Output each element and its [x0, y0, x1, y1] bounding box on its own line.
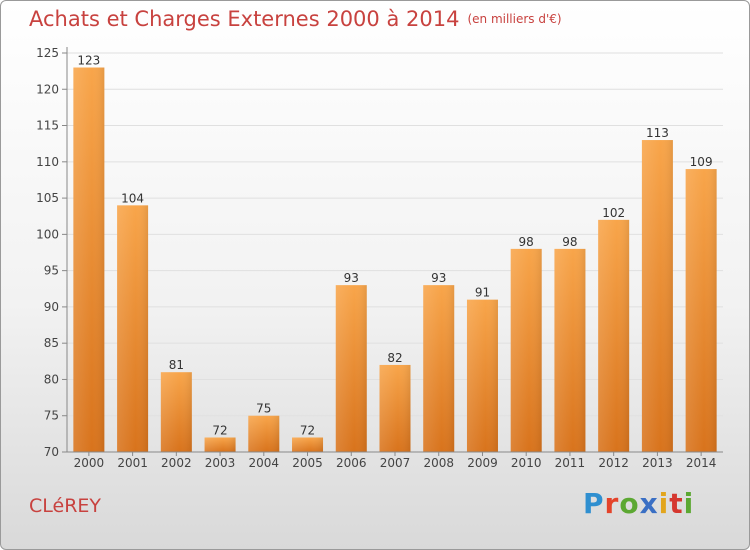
- data-label: 98: [562, 235, 577, 249]
- bar-shade: [423, 285, 455, 452]
- y-tick-label: 95: [44, 264, 59, 278]
- title-text: Achats et Charges Externes 2000 à 2014: [29, 7, 460, 31]
- x-tick-label: 2011: [555, 456, 586, 470]
- x-tick-label: 2001: [117, 456, 148, 470]
- bar-shade: [73, 67, 105, 452]
- data-label: 81: [169, 358, 184, 372]
- x-tick-label: 2010: [511, 456, 542, 470]
- x-tick-label: 2003: [205, 456, 236, 470]
- y-tick-label: 115: [36, 119, 59, 133]
- data-label: 91: [475, 286, 490, 300]
- bar-shade: [204, 437, 236, 452]
- y-tick-label: 120: [36, 82, 59, 96]
- data-label: 98: [519, 235, 534, 249]
- bar-shade: [641, 140, 673, 452]
- y-tick-label: 70: [44, 445, 59, 459]
- bar-shade: [466, 299, 498, 452]
- data-label: 93: [431, 271, 446, 285]
- bar-shade: [685, 169, 717, 452]
- data-label: 102: [602, 206, 625, 220]
- bar-shade: [117, 205, 149, 452]
- x-tick-label: 2009: [467, 456, 498, 470]
- logo-letter: i: [658, 487, 670, 520]
- x-tick-label: 2013: [642, 456, 673, 470]
- x-tick-label: 2005: [292, 456, 323, 470]
- y-tick-label: 100: [36, 227, 59, 241]
- bar-shade: [379, 364, 411, 452]
- x-tick-label: 2006: [336, 456, 367, 470]
- logo-letter: r: [604, 487, 620, 520]
- title-unit: (en milliers d'€): [467, 12, 562, 26]
- bar-shade: [554, 248, 586, 452]
- commune-name: CLéREY: [29, 495, 102, 517]
- bar-shade: [335, 285, 367, 452]
- data-label: 72: [300, 423, 315, 437]
- data-label: 113: [646, 126, 669, 140]
- proxiti-logo[interactable]: Proxiti: [583, 487, 694, 520]
- logo-letter: o: [619, 487, 640, 520]
- y-tick-label: 110: [36, 155, 59, 169]
- y-tick-label: 85: [44, 336, 59, 350]
- data-label: 123: [77, 54, 100, 68]
- bars: 123 104 81 72 75 72 93 82 93 91 98 98 102 113 109: [73, 54, 717, 452]
- y-tick-label: 90: [44, 300, 59, 314]
- x-axis: 2000 2001 2002 2003 2004 2005 2006 2007 2008 2009…: [67, 451, 723, 470]
- x-tick-label: 2002: [161, 456, 192, 470]
- data-label: 72: [212, 423, 227, 437]
- logo-letter: t: [669, 487, 684, 520]
- x-tick-label: 2000: [74, 456, 105, 470]
- bar-shade: [292, 437, 324, 452]
- data-label: 109: [690, 155, 713, 169]
- bar-shade: [248, 415, 280, 452]
- x-tick-label: 2007: [380, 456, 411, 470]
- x-tick-label: 2008: [423, 456, 454, 470]
- y-tick-label: 75: [44, 409, 59, 423]
- y-tick-label: 105: [36, 191, 59, 205]
- y-tick-label: 80: [44, 372, 59, 386]
- y-tick-label: 125: [36, 46, 59, 60]
- data-label: 82: [387, 351, 402, 365]
- bar-shade: [510, 248, 542, 452]
- bar-shade: [160, 372, 192, 452]
- logo-letter: P: [583, 487, 605, 520]
- chart-title: Achats et Charges Externes 2000 à 2014 (e…: [29, 7, 562, 31]
- data-label: 93: [344, 271, 359, 285]
- y-axis: 70 75 80 85 90 95 100 105 110 115 120 125: [36, 46, 68, 459]
- logo-letter: i: [683, 487, 695, 520]
- logo-letter: x: [639, 487, 659, 520]
- bar-shade: [598, 219, 630, 452]
- x-tick-label: 2004: [249, 456, 280, 470]
- data-label: 104: [121, 191, 144, 205]
- data-label: 75: [256, 402, 271, 416]
- x-tick-label: 2014: [686, 456, 717, 470]
- x-tick-label: 2012: [598, 456, 629, 470]
